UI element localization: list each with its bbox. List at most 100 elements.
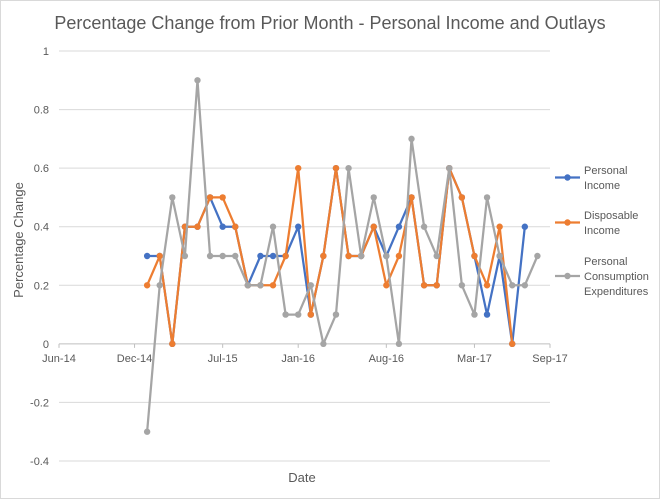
data-point [156,252,163,260]
y-tick-label: 0.2 [34,280,49,292]
series-group [143,77,541,435]
legend-item-2: Disposable Income [555,210,638,237]
legend-item-1: Personal Income [555,165,627,192]
legend-label: Income [584,225,620,237]
legend-label: Consumption [584,271,649,283]
data-point [219,194,226,201]
data-point [232,223,239,230]
y-axis-ticks: -0.4 -0.2 0 0.2 0.4 0.6 0.8 1 [30,46,49,468]
legend-swatch-marker [564,272,571,280]
y-tick-label: 1 [43,46,49,58]
gridlines [59,50,550,462]
x-tick-label: Dec-14 [117,353,152,365]
data-point [206,194,214,201]
series-3 [143,77,541,435]
data-point [282,252,289,260]
data-point [420,282,428,289]
data-point [295,223,302,230]
data-point [307,311,314,318]
data-point [534,252,541,260]
data-point [483,282,491,289]
y-tick-label: 0.8 [34,105,49,117]
data-point [420,223,428,230]
data-point [219,223,226,230]
legend: Personal Income Disposable Income Personal Co… [555,165,649,298]
data-point [471,311,478,318]
data-point [269,252,277,260]
data-point [496,223,503,230]
data-point [509,282,516,289]
data-point [269,223,277,230]
data-point [257,282,264,289]
x-tick-label: Aug-16 [369,353,404,365]
data-point [433,252,440,260]
data-point [383,252,390,260]
y-tick-label: -0.4 [30,456,49,468]
chart-title: Percentage Change from Prior Month - Per… [54,13,605,33]
data-point [483,194,491,201]
x-axis-title: Date [288,470,315,485]
data-point [320,252,327,260]
legend-swatch-marker [564,219,571,226]
data-point [295,164,302,172]
legend-label: Expenditures [584,286,649,298]
data-point [458,194,466,201]
data-point [181,252,189,260]
data-point [244,282,252,289]
y-axis-title: Percentage Change [11,182,26,298]
y-tick-label: 0 [43,339,49,351]
data-point [458,282,466,289]
data-point [295,311,302,318]
data-point [408,135,415,143]
data-point [345,252,352,260]
data-point [521,223,529,230]
data-point [370,194,377,201]
data-point [257,252,264,260]
legend-label: Personal [584,256,627,268]
data-point [370,223,377,230]
x-tick-label: Jan-16 [281,353,315,365]
series-line [146,79,539,432]
legend-label: Disposable [584,210,638,222]
data-point [143,252,151,260]
data-point [446,164,453,172]
data-point [169,194,176,201]
data-point [471,252,478,260]
legend-label: Personal [584,165,627,177]
x-tick-label: Jun-14 [42,353,76,365]
x-tick-label: Jul-15 [208,353,238,365]
data-point [509,340,516,348]
data-point [483,311,491,318]
data-point [143,428,151,435]
data-point [232,252,239,260]
data-point [521,282,529,289]
data-point [408,194,415,201]
data-point [194,77,201,84]
series-1 [143,164,529,348]
data-point [395,223,403,230]
legend-label: Income [584,180,620,192]
x-tick-label: Sep-17 [532,353,567,365]
data-point [345,164,352,172]
data-point [307,282,314,289]
data-point [433,282,440,289]
y-tick-label: 0.4 [34,222,49,234]
data-point [496,252,503,260]
x-axis-ticks: Jun-14 Dec-14 Jul-15 Jan-16 Aug-16 Mar-17 Sep-… [42,343,568,365]
series-line [146,167,514,345]
data-point [383,282,390,289]
data-point [143,282,151,289]
data-point [282,311,289,318]
data-point [169,340,176,348]
y-tick-label: 0.6 [34,163,49,175]
y-tick-label: -0.2 [30,397,49,409]
data-point [206,252,214,260]
data-point [332,311,340,318]
data-point [219,252,226,260]
data-point [395,340,403,348]
data-point [269,282,277,289]
legend-item-3: Personal Consumption Expenditures [555,256,649,298]
legend-swatch-marker [564,174,571,181]
